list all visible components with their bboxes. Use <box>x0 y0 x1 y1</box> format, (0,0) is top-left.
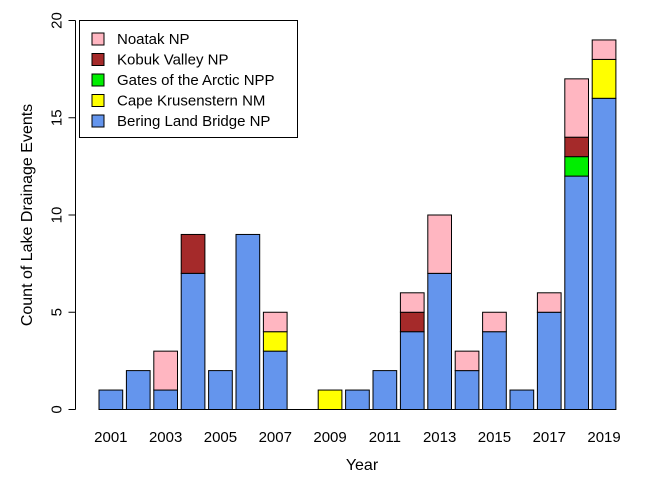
bar-2015-series-4 <box>482 311 507 333</box>
bar-2003-series-0 <box>153 389 179 410</box>
bar-2011-series-0 <box>372 370 398 411</box>
bar-2015-series-0 <box>482 331 507 411</box>
legend-box <box>79 20 298 138</box>
bar-2014-series-4 <box>454 350 480 372</box>
x-tick-label-2001: 2001 <box>94 429 127 446</box>
bar-2019-series-1 <box>591 58 617 99</box>
x-tick-label-2003: 2003 <box>149 429 182 446</box>
bar-2004-series-0 <box>180 272 206 410</box>
y-axis: 0 5 10 15 20 <box>49 12 76 414</box>
y-tick-label-15: 15 <box>49 109 66 126</box>
y-tick-label-20: 20 <box>49 12 66 29</box>
bar-2004-series-3 <box>180 233 206 274</box>
x-axis: 2001 2003 2005 2007 2009 2011 2013 2015 2017 2019 <box>94 429 621 446</box>
legend-label-0: Noatak NP <box>117 31 190 48</box>
bar-2013-series-0 <box>427 272 452 410</box>
bar-2017-series-4 <box>536 292 562 313</box>
x-axis-label: Year <box>346 457 379 474</box>
x-tick-label-2005: 2005 <box>204 429 237 446</box>
bar-2012-series-0 <box>399 331 425 411</box>
bars-layer <box>98 39 617 411</box>
legend-swatch-2 <box>91 73 105 87</box>
y-tick-label-10: 10 <box>49 207 66 224</box>
x-tick-label-2007: 2007 <box>259 429 292 446</box>
bar-2001-series-0 <box>98 389 124 410</box>
bar-2013-series-4 <box>427 214 452 274</box>
bar-2018-series-3 <box>564 136 589 158</box>
x-tick-label-2011: 2011 <box>369 429 401 446</box>
bar-2018-series-2 <box>564 156 589 177</box>
bar-2012-series-4 <box>399 292 425 313</box>
bar-2006-series-0 <box>235 233 261 410</box>
bar-2016-series-0 <box>509 389 535 410</box>
legend-label-1: Kobuk Valley NP <box>117 52 228 69</box>
y-tick-label-0: 0 <box>49 405 66 413</box>
bar-2003-series-4 <box>153 350 179 391</box>
bar-2017-series-0 <box>536 311 562 410</box>
bar-2019-series-0 <box>591 97 617 411</box>
legend-label-4: Bering Land Bridge NP <box>117 113 270 130</box>
legend-swatch-3 <box>91 94 105 107</box>
legend-swatch-4 <box>91 114 105 128</box>
x-tick-label-2009: 2009 <box>313 429 346 446</box>
legend: Noatak NP Kobuk Valley NP Gates of the Arc… <box>79 20 298 138</box>
bar-2018-series-0 <box>564 175 589 410</box>
bar-2007-series-0 <box>262 350 288 410</box>
bar-2009-series-1 <box>317 389 343 410</box>
legend-label-3: Cape Krusenstern NM <box>117 93 265 110</box>
y-axis-label: Count of Lake Drainage Events <box>19 104 36 326</box>
bar-2007-series-1 <box>262 331 288 352</box>
bar-2007-series-4 <box>262 311 288 333</box>
bar-2012-series-3 <box>399 311 425 333</box>
x-tick-label-2015: 2015 <box>478 429 511 446</box>
bar-2019-series-4 <box>591 39 617 60</box>
legend-label-2: Gates of the Arctic NPP <box>117 72 275 89</box>
bar-2018-series-4 <box>564 78 589 138</box>
x-tick-label-2019: 2019 <box>587 429 620 446</box>
x-tick-label-2017: 2017 <box>533 429 566 446</box>
y-tick-label-5: 5 <box>49 308 66 316</box>
x-tick-label-2013: 2013 <box>423 429 456 446</box>
bar-2010-series-0 <box>345 389 370 410</box>
bar-2002-series-0 <box>125 370 151 411</box>
bar-2005-series-0 <box>208 370 233 411</box>
legend-swatch-0 <box>91 32 105 46</box>
legend-swatch-1 <box>91 53 105 66</box>
bar-2014-series-0 <box>454 370 480 411</box>
